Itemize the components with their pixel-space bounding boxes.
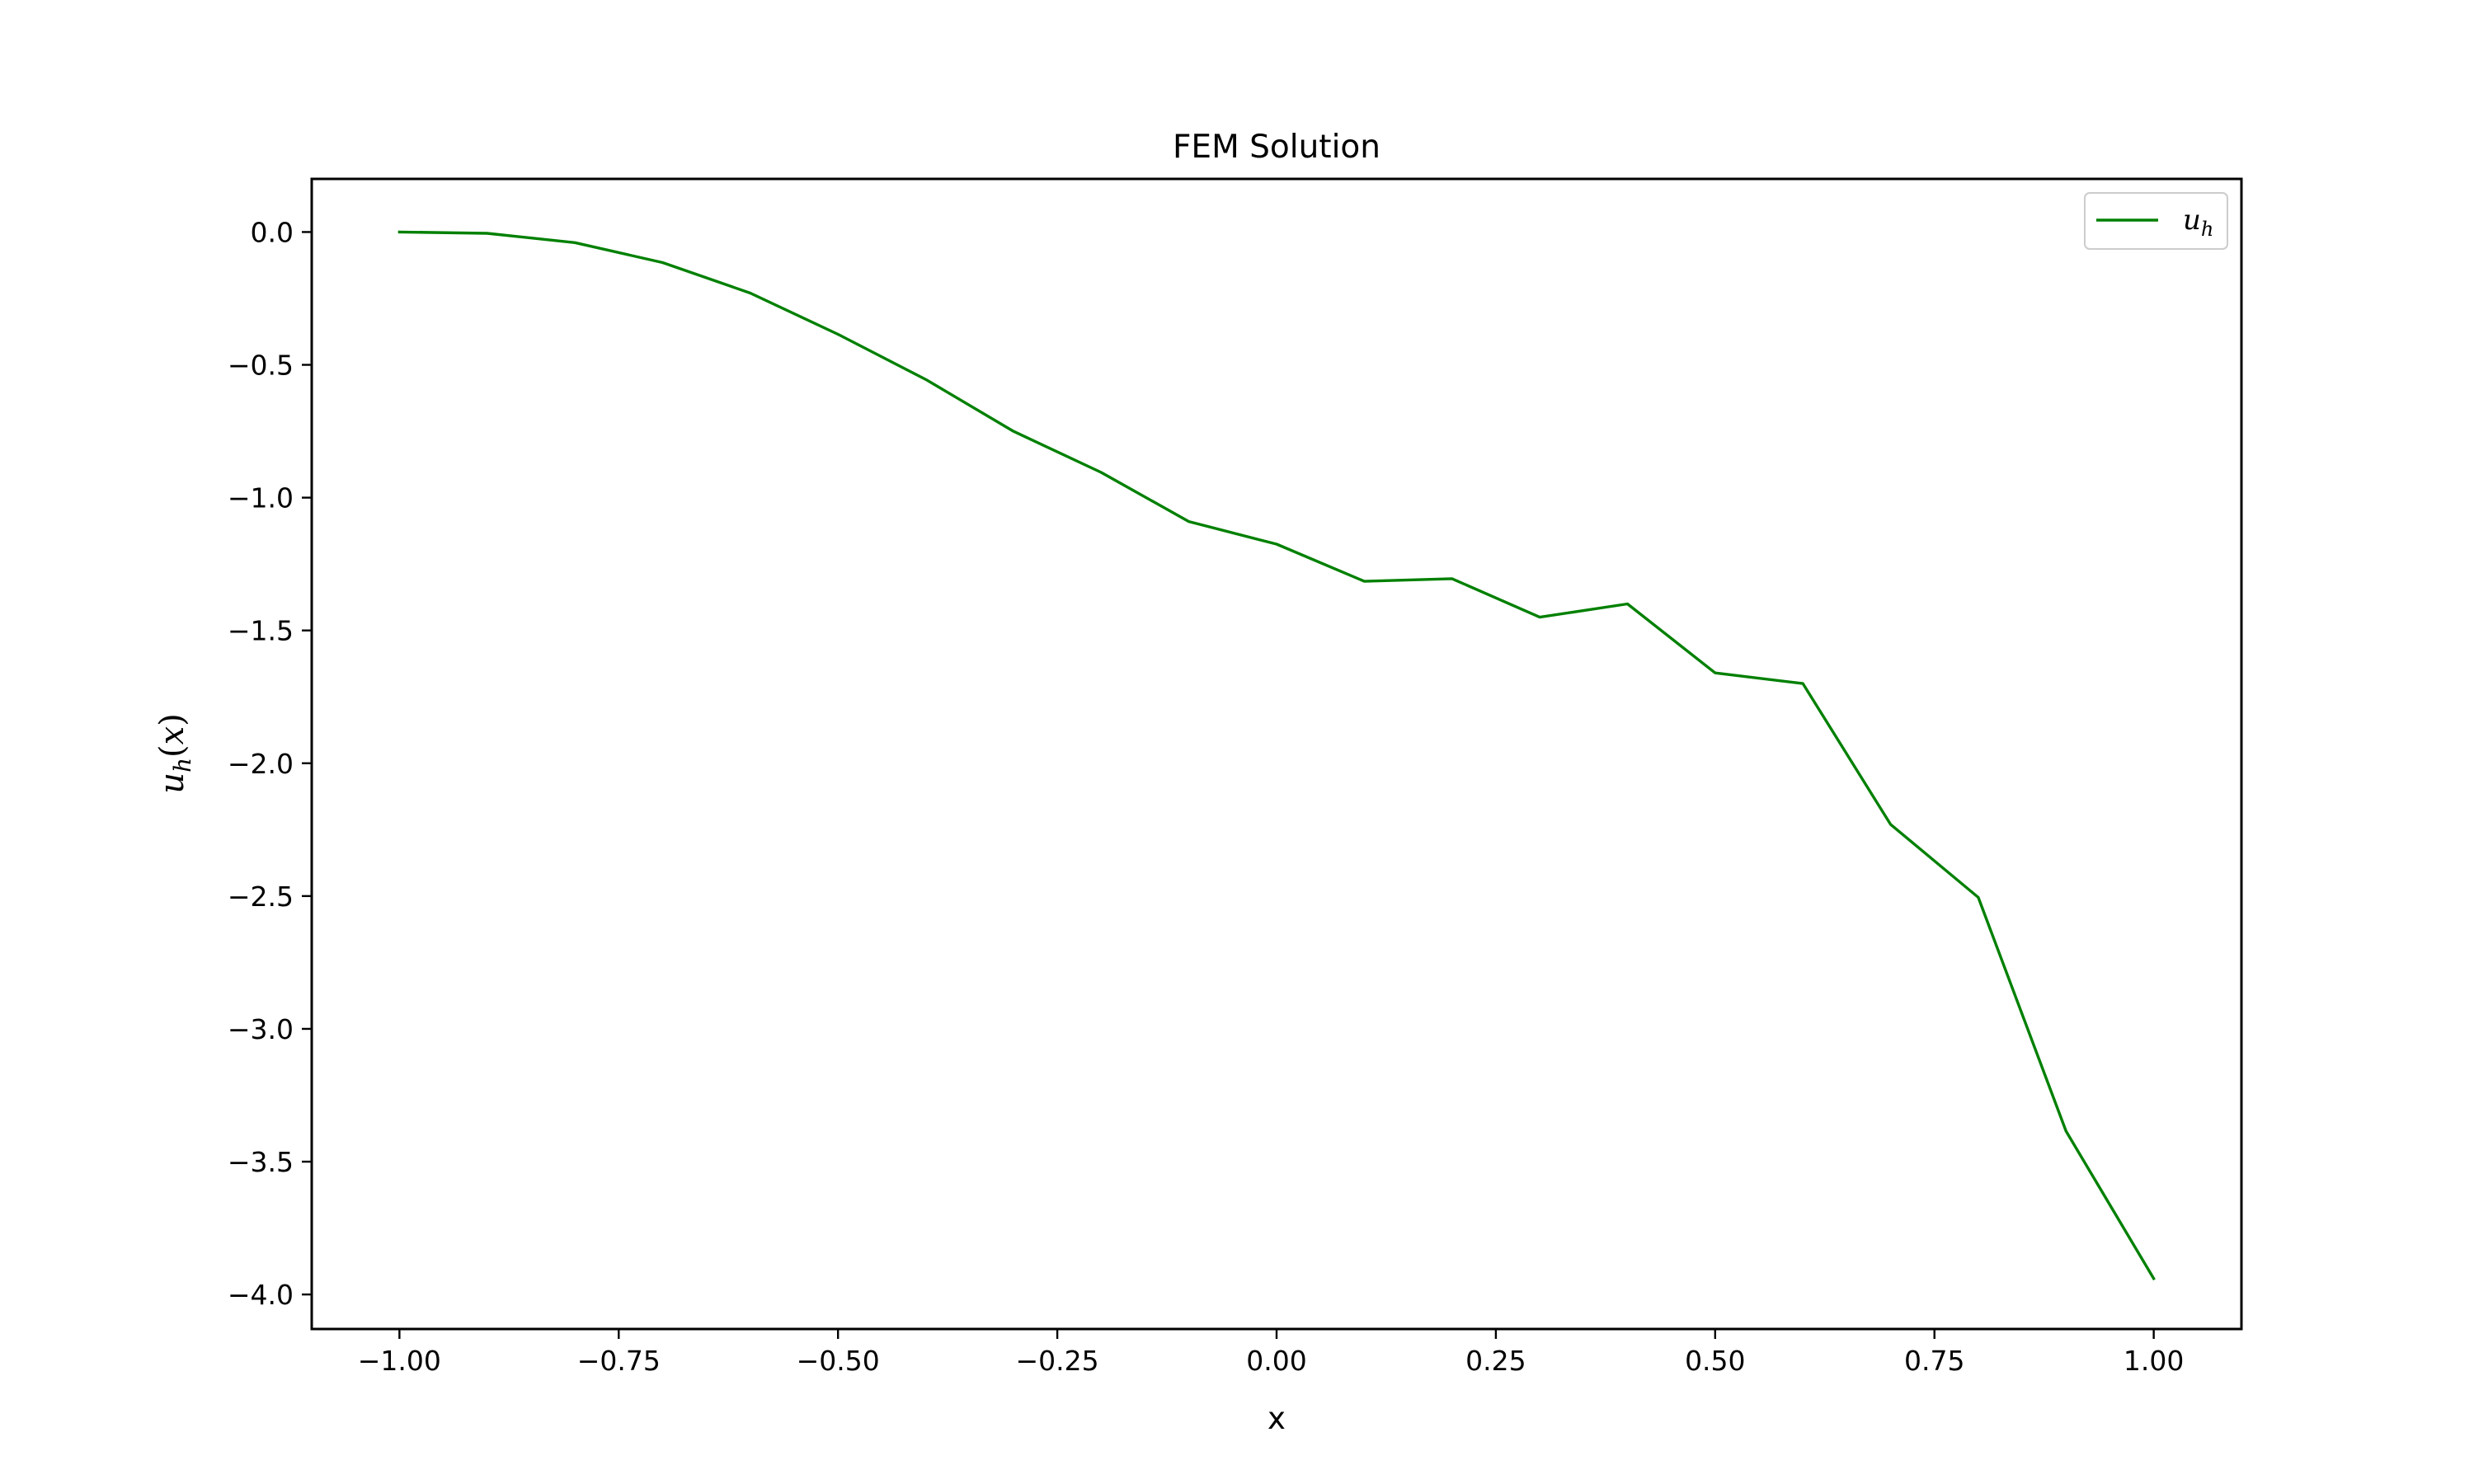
legend: uh — [2084, 192, 2228, 250]
x-axis-label: x — [1268, 1401, 1286, 1436]
y-axis-label: uh(x) — [153, 713, 196, 794]
y-tick-label: −2.0 — [228, 748, 294, 780]
chart-title: FEM Solution — [1173, 129, 1380, 166]
series-line-u_h — [397, 230, 2156, 1281]
y-tick-label: −4.0 — [228, 1279, 294, 1311]
y-tick-label: −3.5 — [228, 1146, 294, 1178]
y-tick-label: −3.0 — [228, 1013, 294, 1045]
y-tick-label: −2.5 — [228, 881, 294, 913]
x-tick-label: 0.00 — [1246, 1345, 1306, 1377]
y-tick-label: −0.5 — [228, 350, 294, 382]
x-tick-label: −1.00 — [358, 1345, 441, 1377]
x-tick-label: 0.50 — [1685, 1345, 1745, 1377]
x-tick-label: 1.00 — [2124, 1345, 2184, 1377]
y-tick-label: −1.5 — [228, 615, 294, 647]
x-tick-label: 0.25 — [1465, 1345, 1526, 1377]
y-axis-ticks: 0.0 −0.5 −1.0 −1.5 −2.0 −2.5 −3.0 −3.5 −4.0 — [228, 216, 312, 1311]
y-tick-label: −1.0 — [228, 482, 294, 514]
x-tick-label: −0.25 — [1016, 1345, 1099, 1377]
x-axis-ticks: −1.00 −0.75 −0.50 −0.25 0.00 0.25 0.50 0.75 1.00 — [358, 1329, 2184, 1377]
x-tick-label: −0.50 — [797, 1345, 880, 1377]
x-tick-label: 0.75 — [1904, 1345, 1964, 1377]
y-tick-label: 0.0 — [251, 216, 294, 248]
x-tick-label: −0.75 — [577, 1345, 661, 1377]
